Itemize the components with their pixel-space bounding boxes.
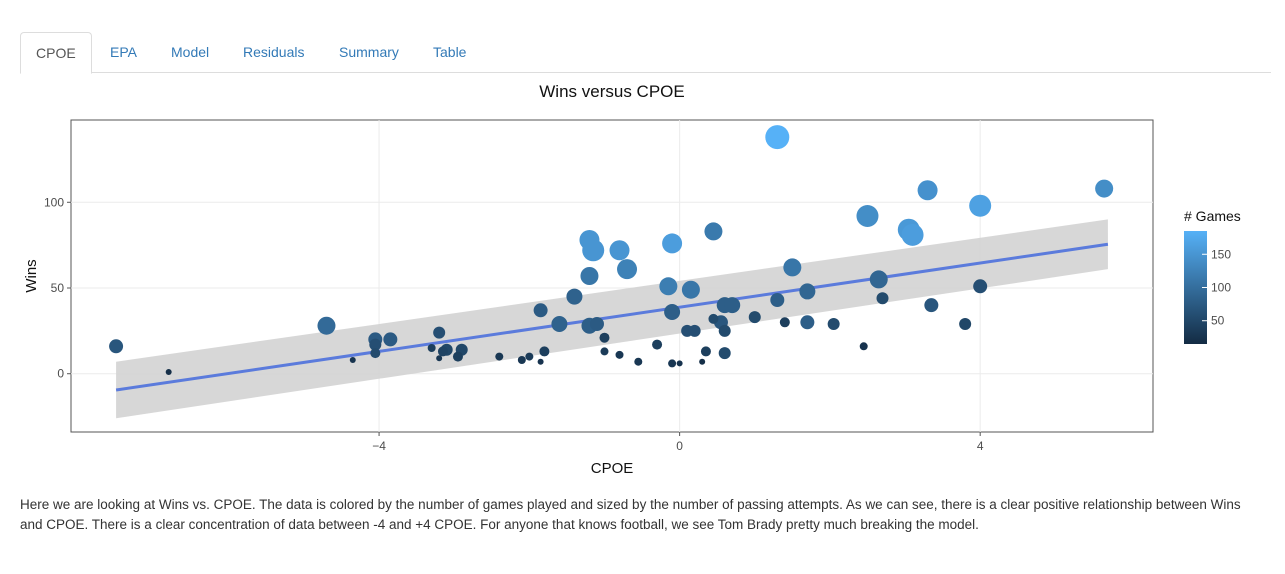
data-point <box>859 342 868 351</box>
trend-line-layer <box>115 242 1109 392</box>
data-point <box>370 348 381 359</box>
data-point <box>699 358 706 365</box>
data-point <box>783 258 802 277</box>
data-point <box>609 240 630 261</box>
data-point <box>765 125 790 150</box>
data-point <box>770 293 785 307</box>
data-point <box>800 315 815 330</box>
data-point <box>634 357 643 366</box>
data-point <box>369 338 382 351</box>
data-point <box>165 369 172 375</box>
data-point <box>973 279 988 294</box>
data-point <box>718 347 731 360</box>
x-tick-label: −4 <box>372 439 386 453</box>
data-point <box>517 356 526 364</box>
data-point <box>436 355 443 362</box>
data-point <box>924 298 939 313</box>
data-point <box>662 233 683 254</box>
tab-epa[interactable]: EPA <box>110 44 137 60</box>
tab-bar: CPOE EPA Model Residuals Summary Table <box>20 32 1271 74</box>
confidence-band-layer <box>116 219 1108 419</box>
x-tick-label: 4 <box>977 439 984 453</box>
data-point <box>551 316 568 332</box>
colorbar-tick-label: 150 <box>1211 247 1231 261</box>
tab-residuals[interactable]: Residuals <box>243 44 305 60</box>
data-point <box>748 311 761 324</box>
data-point <box>659 277 678 296</box>
data-point <box>688 324 701 337</box>
colorbar-title: # Games <box>1184 208 1241 224</box>
data-point <box>959 318 972 330</box>
data-point <box>856 205 879 227</box>
data-point <box>1095 179 1114 198</box>
tab-summary[interactable]: Summary <box>339 44 399 60</box>
chart-title: Wins versus CPOE <box>539 82 684 101</box>
data-point <box>349 357 356 363</box>
data-point <box>599 332 610 343</box>
data-point <box>917 180 938 201</box>
points-layer <box>109 125 1114 375</box>
x-axis-label: CPOE <box>591 460 634 477</box>
data-point <box>580 267 599 285</box>
data-point <box>525 352 534 361</box>
data-point <box>383 332 398 347</box>
data-point <box>589 317 604 331</box>
data-point <box>724 297 741 314</box>
data-point <box>533 303 548 318</box>
colorbar-gradient <box>1184 231 1207 344</box>
data-point <box>617 259 638 280</box>
tab-model[interactable]: Model <box>171 44 210 60</box>
y-axis-ticks: 0 50 100 <box>44 195 71 381</box>
scatter-chart: Wins versus CPOE −4 0 4 0 50 100 CPOE Wins #… <box>23 82 1241 477</box>
data-point <box>579 230 600 250</box>
description-text: Here we are looking at Wins vs. CPOE. Th… <box>20 497 1241 532</box>
x-tick-label: 0 <box>676 439 683 453</box>
data-point <box>495 352 504 361</box>
colorbar-legend: # Games 50 100 150 <box>1184 208 1241 344</box>
data-point <box>427 344 436 352</box>
x-axis-ticks: −4 0 4 <box>372 432 984 453</box>
data-point <box>681 280 700 299</box>
data-point <box>566 288 583 305</box>
colorbar-ticks: 50 100 150 <box>1202 247 1231 328</box>
data-point <box>452 351 463 362</box>
data-point <box>615 350 624 359</box>
data-point <box>317 316 336 335</box>
colorbar-tick-label: 50 <box>1211 314 1225 328</box>
data-point <box>433 326 446 339</box>
data-point <box>437 346 448 357</box>
data-point <box>664 304 681 320</box>
data-point <box>676 360 683 367</box>
data-point <box>969 194 992 217</box>
data-point <box>668 359 677 368</box>
data-point <box>799 283 816 300</box>
y-tick-label: 50 <box>51 281 65 295</box>
y-axis-label: Wins <box>23 259 40 292</box>
y-tick-label: 100 <box>44 195 64 209</box>
tab-cpoe[interactable]: CPOE <box>20 32 92 74</box>
data-point <box>779 317 790 328</box>
data-point <box>652 339 663 350</box>
data-point <box>827 318 840 330</box>
data-point <box>109 339 124 354</box>
data-point <box>876 292 889 305</box>
tab-table[interactable]: Table <box>433 44 467 60</box>
data-point <box>704 222 723 241</box>
data-point <box>869 270 888 289</box>
data-point <box>718 324 731 337</box>
data-point <box>537 358 544 365</box>
data-point <box>901 223 924 246</box>
data-point <box>539 346 550 357</box>
data-point <box>700 346 711 357</box>
colorbar-tick-label: 100 <box>1211 281 1231 295</box>
data-point <box>708 313 719 324</box>
confidence-band <box>116 219 1108 419</box>
data-point <box>600 347 609 356</box>
y-tick-label: 0 <box>57 367 64 381</box>
trend-line <box>115 242 1109 392</box>
